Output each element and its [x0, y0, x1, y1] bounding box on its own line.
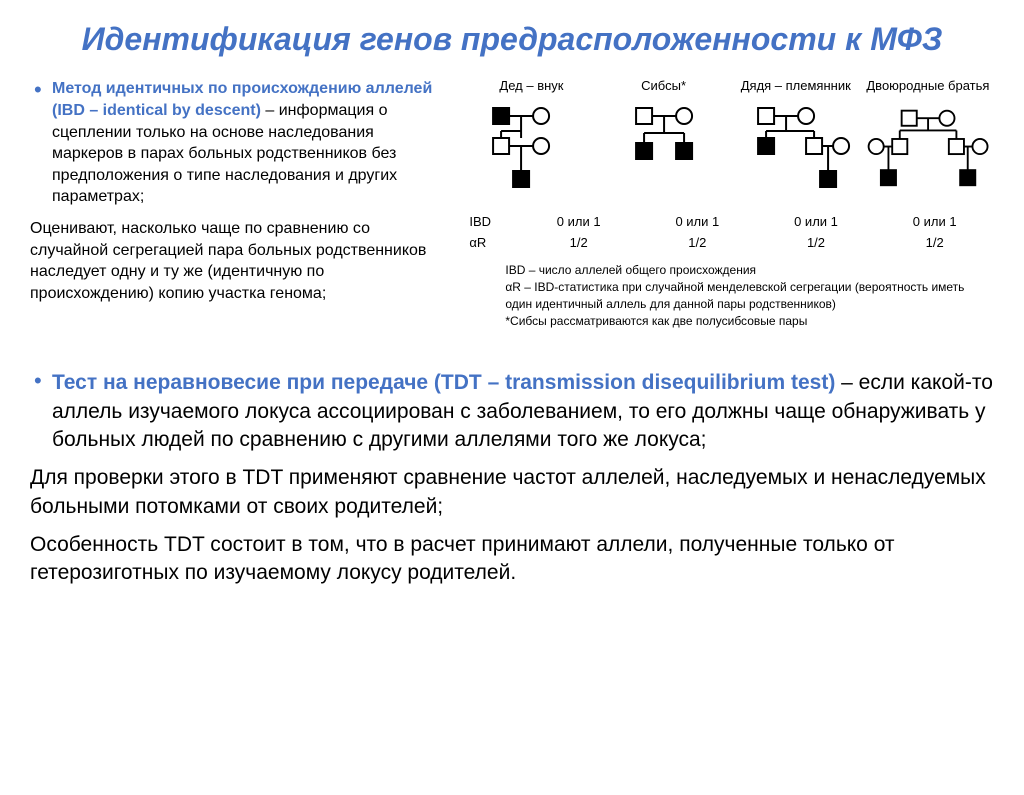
ibd-row: IBD 0 или 1 0 или 1 0 или 1 0 или 1: [465, 214, 994, 231]
ibd-label: IBD: [465, 214, 519, 231]
pedigree-legend: IBD – число аллелей общего происхождения…: [465, 262, 994, 329]
pedigree-diagram-block: Дед – внук Сибсы* Дядя – племянник Двоюр…: [465, 78, 994, 329]
legend-line-2: αR – IBD-статистика при случайной мендел…: [505, 279, 994, 313]
tdt-bullet: Тест на неравновесие при передаче (TDT –…: [52, 369, 994, 454]
alpha-val-0: 1/2: [519, 235, 638, 252]
slide-title: Идентификация генов предрасположенности …: [30, 20, 994, 58]
upper-section: Метод идентичных по происхождению аллеле…: [30, 78, 994, 329]
legend-line-3: *Сибсы рассматриваются как две полусибсо…: [505, 313, 994, 330]
ped-title-2: Дядя – племянник: [730, 78, 862, 93]
pedigree-titles: Дед – внук Сибсы* Дядя – племянник Двоюр…: [465, 78, 994, 97]
ped-title-0: Дед – внук: [465, 78, 597, 93]
ibd-bullet: Метод идентичных по происхождению аллеле…: [52, 78, 445, 208]
ibd-val-1: 0 или 1: [638, 214, 757, 231]
ibd-paragraph: Оценивают, насколько чаще по сравнению с…: [30, 218, 445, 304]
pedigree-uncle-nephew: [730, 103, 862, 208]
alpha-row: αR 1/2 1/2 1/2 1/2: [465, 235, 994, 252]
ibd-val-3: 0 или 1: [875, 214, 994, 231]
tdt-para-1: Для проверки этого в TDT применяют сравн…: [30, 464, 994, 521]
ibd-val-2: 0 или 1: [757, 214, 876, 231]
ped-title-1: Сибсы*: [598, 78, 730, 93]
alpha-val-2: 1/2: [757, 235, 876, 252]
tdt-bullet-lead: Тест на неравновесие при передаче (TDT –…: [52, 371, 835, 394]
alpha-label: αR: [465, 235, 519, 252]
ibd-val-0: 0 или 1: [519, 214, 638, 231]
pedigree-sibs: [598, 103, 730, 208]
pedigree-grandfather-grandson: [465, 103, 597, 208]
pedigree-cousins: [862, 103, 994, 208]
upper-text-column: Метод идентичных по происхождению аллеле…: [30, 78, 445, 329]
alpha-val-1: 1/2: [638, 235, 757, 252]
tdt-para-2: Особенность TDT состоит в том, что в рас…: [30, 531, 994, 588]
lower-section: Тест на неравновесие при передаче (TDT –…: [30, 369, 994, 587]
legend-line-1: IBD – число аллелей общего происхождения: [505, 262, 994, 279]
pedigree-svgs: [465, 103, 994, 208]
ped-title-3: Двоюродные братья: [862, 78, 994, 93]
alpha-val-3: 1/2: [875, 235, 994, 252]
